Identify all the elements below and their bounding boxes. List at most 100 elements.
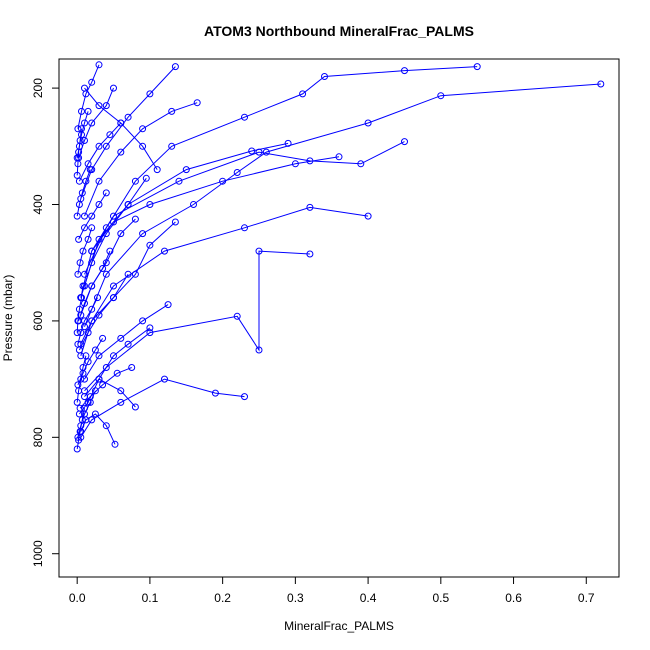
data-point [84, 329, 92, 337]
profile-line-26 [77, 64, 100, 129]
profile-line-13 [84, 327, 151, 397]
data-point [77, 375, 85, 383]
data-point [75, 201, 83, 208]
data-point [106, 247, 114, 255]
data-point [131, 270, 139, 278]
data-point [102, 270, 110, 278]
profile-line-10 [91, 156, 340, 252]
data-point [241, 224, 248, 232]
profile-line-12 [84, 304, 169, 380]
data-point [88, 282, 96, 290]
data-point [124, 113, 132, 121]
data-point [73, 398, 81, 406]
data-point [139, 230, 147, 238]
data-point [401, 67, 408, 75]
data-point [91, 410, 99, 418]
data-point [99, 265, 107, 272]
data-point [106, 131, 114, 139]
profile-line-3 [80, 141, 405, 298]
profile-line-29 [77, 227, 93, 275]
data-point [77, 329, 85, 337]
data-point [401, 138, 408, 146]
data-point [139, 317, 147, 325]
data-point [74, 125, 82, 133]
data-point [437, 92, 445, 100]
data-point [193, 99, 201, 107]
profile-line-15 [79, 378, 136, 415]
data-point [248, 147, 256, 155]
data-point [171, 218, 179, 226]
data-point [84, 358, 92, 366]
data-point [299, 90, 307, 98]
profile-series-12 [81, 301, 172, 383]
profile-line-1 [84, 83, 601, 327]
profile-series-30 [73, 166, 94, 220]
data-point [102, 422, 110, 430]
data-point [306, 250, 314, 258]
data-point [168, 107, 176, 115]
data-point [91, 387, 99, 395]
x-tick-label: 0.3 [287, 591, 304, 605]
data-point [81, 317, 88, 325]
data-point [75, 305, 83, 313]
data-point [84, 107, 92, 115]
data-point [597, 80, 605, 88]
data-point [82, 177, 90, 185]
profile-series-17 [81, 84, 161, 174]
data-point [110, 218, 117, 226]
data-point [74, 340, 82, 348]
data-point [117, 334, 125, 342]
profile-series-34 [73, 282, 87, 337]
data-point [78, 416, 86, 424]
data-point [357, 160, 365, 168]
data-point [95, 61, 103, 69]
data-point [241, 113, 248, 121]
x-tick-label: 0.4 [360, 591, 377, 605]
data-point [255, 346, 263, 354]
data-point [284, 139, 292, 147]
data-point [113, 369, 121, 377]
data-point [74, 317, 82, 325]
data-point [262, 148, 270, 156]
data-point [102, 102, 110, 110]
data-point [81, 224, 88, 232]
data-point [142, 174, 150, 182]
data-point [168, 142, 176, 150]
x-tick-label: 0.6 [505, 591, 522, 605]
data-point [88, 317, 96, 325]
profile-line-30 [76, 169, 91, 217]
profile-series-10 [88, 153, 343, 255]
profile-line-17 [84, 87, 158, 170]
data-point [117, 230, 125, 238]
data-point [111, 440, 119, 448]
data-point [88, 259, 96, 267]
data-point [88, 119, 96, 127]
data-point [75, 148, 83, 156]
profile-series-32 [73, 352, 90, 406]
data-point [102, 364, 110, 371]
data-point [73, 212, 81, 220]
data-point [95, 201, 103, 208]
data-point [117, 148, 125, 156]
data-point [171, 63, 179, 71]
profile-series-11 [77, 218, 179, 348]
profile-line-34 [76, 285, 84, 333]
data-point [78, 107, 85, 115]
y-tick-label: 200 [31, 78, 45, 98]
data-point [95, 375, 103, 383]
y-axis-label: Pressure (mbar) [1, 275, 15, 362]
data-point [146, 90, 154, 98]
data-point [95, 177, 103, 185]
data-point [102, 230, 110, 238]
x-tick-label: 0.0 [69, 591, 86, 605]
data-point [117, 387, 125, 395]
profile-series-33 [73, 404, 88, 453]
profile-series-21 [75, 119, 125, 185]
x-tick-label: 0.7 [578, 591, 595, 605]
y-tick-label: 600 [31, 311, 45, 331]
data-point [146, 201, 154, 208]
profile-line-20 [79, 367, 132, 409]
data-point [95, 102, 103, 110]
data-point [79, 282, 87, 290]
